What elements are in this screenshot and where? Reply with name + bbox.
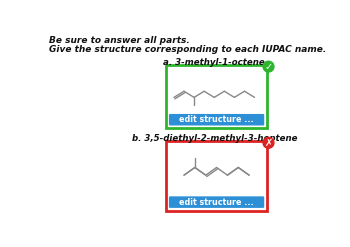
Text: ✓: ✓ xyxy=(265,62,273,72)
Text: edit structure ...: edit structure ... xyxy=(179,115,254,124)
FancyBboxPatch shape xyxy=(166,65,267,128)
Text: a. 3-methyl-1-octene: a. 3-methyl-1-octene xyxy=(163,58,265,67)
FancyBboxPatch shape xyxy=(169,114,264,125)
FancyBboxPatch shape xyxy=(169,196,264,208)
Text: b. 3,5-diethyl-2-methyl-3-heptene: b. 3,5-diethyl-2-methyl-3-heptene xyxy=(132,134,297,143)
Text: Be sure to answer all parts.: Be sure to answer all parts. xyxy=(49,36,190,45)
Circle shape xyxy=(263,137,274,148)
Text: Give the structure corresponding to each IUPAC name.: Give the structure corresponding to each… xyxy=(49,45,327,54)
Text: ✗: ✗ xyxy=(265,138,273,148)
Circle shape xyxy=(263,61,274,72)
Text: edit structure ...: edit structure ... xyxy=(179,198,254,207)
FancyBboxPatch shape xyxy=(166,141,267,211)
